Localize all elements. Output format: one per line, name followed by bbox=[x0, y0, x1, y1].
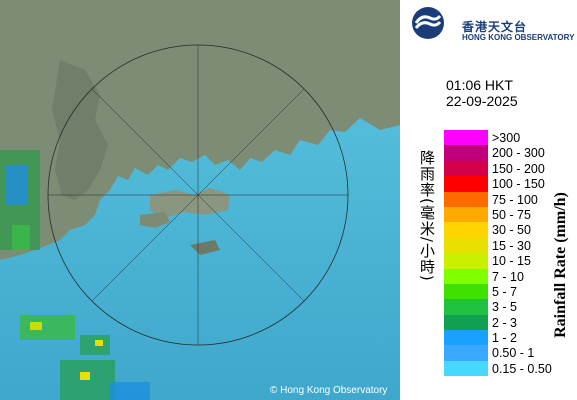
lantau-island bbox=[140, 212, 170, 228]
legend-label: >300 bbox=[492, 131, 521, 145]
legend-label: 1 - 2 bbox=[492, 331, 518, 346]
range-axis-diagonal-2 bbox=[91, 88, 305, 302]
legend-swatch bbox=[444, 176, 488, 192]
legend-swatch bbox=[444, 268, 488, 284]
legend-swatch bbox=[444, 145, 488, 161]
legend-row: 0.15 - 0.50 bbox=[444, 360, 564, 377]
legend-swatch bbox=[444, 253, 488, 269]
legend-row: 15 - 30 bbox=[444, 237, 564, 254]
rain-echoes bbox=[0, 150, 150, 400]
legend-title-cn: 降雨率(毫米/小時) bbox=[418, 150, 436, 282]
legend-title-en: Rainfall Rate (mm/h) bbox=[552, 192, 569, 338]
island-east bbox=[190, 240, 220, 255]
legend-label: 3 - 5 bbox=[492, 300, 518, 315]
legend-swatch bbox=[444, 345, 488, 361]
legend-label: 150 - 200 bbox=[492, 161, 545, 176]
legend-swatch bbox=[444, 191, 488, 207]
observatory-logo: 香港天文台 HONG KONG OBSERVATORY bbox=[408, 6, 575, 42]
legend-row: 200 - 300 bbox=[444, 145, 564, 161]
legend-label: 7 - 10 bbox=[492, 269, 524, 284]
observatory-logo-icon bbox=[412, 7, 444, 39]
legend-label: 5 - 7 bbox=[492, 284, 518, 299]
legend-row: >300 bbox=[444, 130, 564, 146]
legend-label: 75 - 100 bbox=[492, 192, 538, 207]
legend-label: 0.15 - 0.50 bbox=[492, 361, 552, 376]
legend-label: 200 - 300 bbox=[492, 146, 545, 161]
legend-row: 75 - 100 bbox=[444, 191, 564, 207]
radar-map-svg bbox=[0, 0, 400, 400]
logo-text-en: HONG KONG OBSERVATORY bbox=[462, 33, 575, 42]
legend-swatch bbox=[444, 237, 488, 254]
legend-swatch bbox=[444, 160, 488, 177]
legend-row: 2 - 3 bbox=[444, 314, 564, 331]
legend-label: 100 - 150 bbox=[492, 177, 545, 192]
rainfall-legend: >300 200 - 300 150 - 200 100 - 150 75 - 100 5… bbox=[444, 130, 564, 377]
legend-row: 3 - 5 bbox=[444, 299, 564, 315]
logo-text-cn: 香港天文台 bbox=[462, 20, 528, 34]
legend-row: 1 - 2 bbox=[444, 330, 564, 346]
legend-swatch bbox=[444, 314, 488, 331]
legend-row: 10 - 15 bbox=[444, 253, 564, 269]
legend-label: 50 - 75 bbox=[492, 207, 531, 222]
legend-swatch bbox=[444, 299, 488, 315]
info-panel: 香港天文台 HONG KONG OBSERVATORY 01:06 HKT 22… bbox=[400, 0, 577, 400]
legend-swatch bbox=[444, 283, 488, 300]
legend-swatch bbox=[444, 330, 488, 346]
legend-label: 30 - 50 bbox=[492, 223, 531, 238]
legend-row: 50 - 75 bbox=[444, 206, 564, 223]
legend-label: 10 - 15 bbox=[492, 254, 531, 269]
legend-row: 0.50 - 1 bbox=[444, 345, 564, 361]
legend-title-en-wrap: Rainfall Rate (mm/h) bbox=[550, 150, 572, 380]
radar-time: 01:06 HKT bbox=[446, 77, 513, 93]
legend-swatch bbox=[444, 360, 488, 377]
peninsula-west bbox=[52, 60, 108, 200]
legend-row: 30 - 50 bbox=[444, 222, 564, 238]
legend-swatch bbox=[444, 206, 488, 223]
legend-row: 5 - 7 bbox=[444, 283, 564, 300]
radar-date: 22-09-2025 bbox=[446, 93, 518, 109]
legend-row: 7 - 10 bbox=[444, 268, 564, 284]
legend-label: 0.50 - 1 bbox=[492, 346, 535, 361]
legend-row: 100 - 150 bbox=[444, 176, 564, 192]
legend-label: 2 - 3 bbox=[492, 315, 518, 330]
legend-swatch bbox=[444, 222, 488, 238]
legend-label: 15 - 30 bbox=[492, 238, 531, 253]
legend-swatch bbox=[444, 130, 488, 146]
legend-row: 150 - 200 bbox=[444, 160, 564, 177]
copyright-text: © Hong Kong Observatory bbox=[270, 385, 388, 396]
radar-map: © Hong Kong Observatory bbox=[0, 0, 400, 400]
